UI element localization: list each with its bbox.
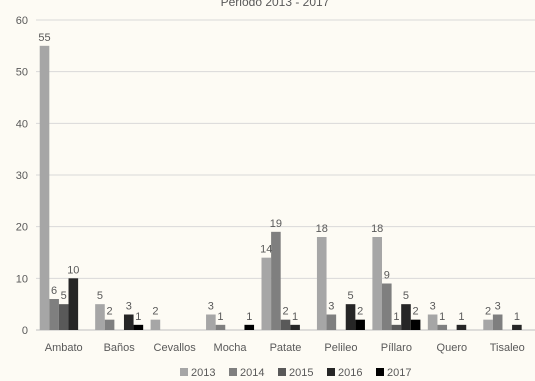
data-label: 5 (61, 290, 67, 302)
bar-2017-Baños (133, 324, 144, 330)
bar-2017-Pelileo (355, 319, 365, 330)
bar-2013-Tisaleo (483, 319, 493, 330)
data-label: 1 (514, 311, 520, 323)
data-label: 18 (371, 223, 383, 235)
bar-2016-Quero (456, 324, 467, 330)
legend-swatch (180, 368, 188, 376)
data-label: 3 (208, 301, 214, 313)
data-label: 1 (246, 311, 252, 323)
legend-label: 2013 (191, 367, 215, 379)
bar-2016-Patate (290, 324, 300, 330)
bar-2016-Ambato (68, 278, 79, 330)
data-label: 9 (384, 270, 390, 282)
bar-2013-Quero (427, 314, 438, 330)
bar-2014-Baños (104, 319, 115, 330)
data-label: 5 (97, 290, 103, 302)
data-label: 5 (347, 290, 353, 302)
data-label: 2 (107, 306, 113, 318)
bar-2016-Baños (123, 314, 134, 330)
bar-2014-Píllaro (381, 283, 392, 330)
x-tick-label: Quero (437, 342, 468, 354)
bar-2017-Mocha (244, 324, 255, 330)
legend-label: 2016 (338, 367, 362, 379)
data-label: 5 (403, 290, 409, 302)
data-label: 1 (217, 311, 223, 323)
bar-2014-Mocha (215, 324, 226, 330)
bar-2013-Mocha (206, 314, 216, 330)
data-label: 19 (270, 218, 282, 230)
bar-2013-Ambato (39, 45, 50, 330)
bar-2013-Cevallos (150, 319, 161, 330)
legend-swatch (229, 368, 237, 376)
bar-2016-Pelileo (345, 304, 356, 330)
data-label: 2 (282, 306, 288, 318)
data-label: 3 (126, 301, 132, 313)
bar-2015-Píllaro (391, 324, 402, 330)
y-tick-label: 50 (16, 67, 28, 79)
data-label: 1 (393, 311, 399, 323)
x-tick-label: Patate (270, 342, 302, 354)
legend-label: 2017 (387, 367, 411, 379)
legend-label: 2015 (289, 367, 313, 379)
x-tick-label: Ambato (45, 342, 83, 354)
data-label: 2 (152, 306, 158, 318)
bar-2016-Píllaro (401, 304, 411, 330)
data-label: 1 (292, 311, 298, 323)
data-label: 18 (316, 223, 328, 235)
x-tick-label: Baños (104, 342, 136, 354)
bar-2014-Quero (437, 324, 448, 330)
bar-2015-Patate (280, 319, 291, 330)
data-label: 2 (413, 306, 419, 318)
bar-2013-Píllaro (372, 237, 382, 330)
data-label: 3 (430, 301, 436, 313)
bar-2017-Píllaro (410, 319, 421, 330)
bar-2013-Patate (261, 257, 272, 330)
legend-label: 2014 (240, 367, 264, 379)
bar-2013-Pelileo (316, 237, 327, 330)
data-label: 55 (38, 32, 50, 44)
x-tick-label: Tisaleo (490, 342, 525, 354)
bar-2014-Tisaleo (492, 314, 503, 330)
x-tick-label: Pelileo (324, 342, 357, 354)
data-label: 1 (439, 311, 445, 323)
y-tick-label: 0 (22, 325, 28, 337)
x-tick-label: Píllaro (381, 342, 412, 354)
y-tick-label: 30 (16, 170, 28, 182)
legend-swatch (376, 368, 384, 376)
data-label: 10 (67, 264, 79, 276)
y-tick-label: 10 (16, 273, 28, 285)
data-label: 2 (357, 306, 363, 318)
chart-title: Periodo 2013 - 2017 (221, 0, 330, 9)
data-label: 6 (51, 285, 57, 297)
bar-2014-Patate (271, 231, 281, 330)
data-label: 14 (260, 244, 272, 256)
data-label: 3 (328, 301, 334, 313)
bar-2016-Tisaleo (512, 324, 522, 330)
data-label: 2 (485, 306, 491, 318)
x-tick-label: Mocha (214, 342, 248, 354)
data-label: 3 (495, 301, 501, 313)
y-tick-label: 40 (16, 118, 28, 130)
y-tick-label: 20 (16, 222, 28, 234)
bar-2015-Ambato (58, 304, 69, 330)
legend-swatch (278, 368, 286, 376)
bar-2013-Baños (95, 304, 105, 330)
bar-2014-Pelileo (326, 314, 337, 330)
bar-2014-Ambato (49, 299, 59, 330)
x-tick-label: Cevallos (154, 342, 197, 354)
legend-swatch (327, 368, 335, 376)
data-label: 1 (135, 311, 141, 323)
y-tick-label: 60 (16, 15, 28, 27)
data-label: 1 (458, 311, 464, 323)
